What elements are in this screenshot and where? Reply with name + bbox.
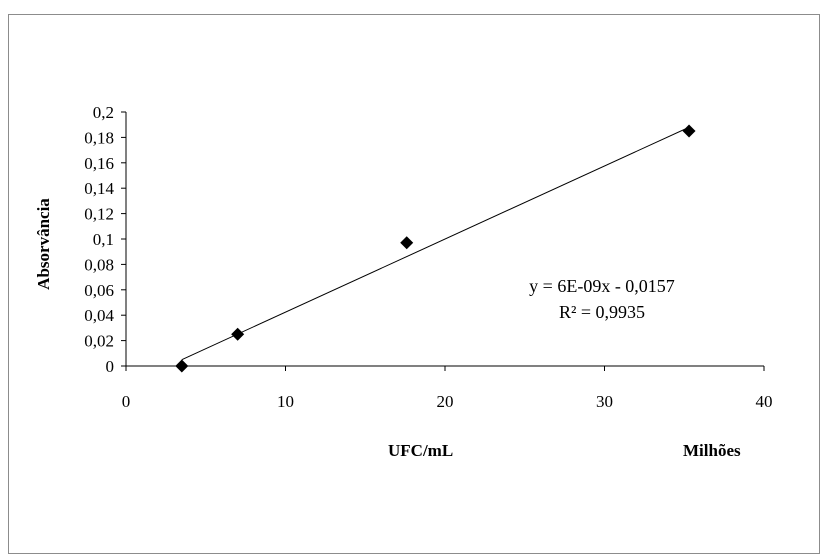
y-tick-label: 0,1 [93, 230, 114, 249]
y-tick-label: 0,12 [84, 205, 114, 224]
y-tick-label: 0,08 [84, 255, 114, 274]
data-point-diamond [400, 236, 414, 250]
x-tick-label: 0 [122, 392, 131, 411]
x-tick-label: 10 [277, 392, 294, 411]
data-point-diamond [682, 124, 696, 138]
y-tick-label: 0 [106, 357, 115, 376]
x-tick-label: 40 [756, 392, 773, 411]
data-points [175, 124, 696, 373]
y-tick-label: 0,18 [84, 128, 114, 147]
trendline-equation: y = 6E-09x - 0,0157 [529, 276, 675, 296]
trendline [181, 126, 690, 361]
x-ticks: 0 10 20 30 40 [122, 366, 773, 411]
chart-frame [8, 14, 820, 554]
y-tick-label: 0,16 [84, 154, 114, 173]
x-axis-label: UFC/mL [388, 441, 453, 460]
y-ticks: 0 0,02 0,04 0,06 0,08 0,1 0,12 0,14 0,16 0,18 0,2 [84, 103, 126, 376]
data-point-diamond [231, 327, 245, 341]
x-tick-label: 20 [437, 392, 454, 411]
y-tick-label: 0,06 [84, 281, 114, 300]
y-tick-label: 0,04 [84, 306, 114, 325]
x-axis-unit-label: Milhões [683, 441, 741, 460]
y-tick-label: 0,2 [93, 103, 114, 122]
y-tick-label: 0,02 [84, 332, 114, 351]
scatter-chart: 00,020,040,060,080,10,120,140,160,180,2 … [34, 103, 773, 460]
trendline-r-squared: R² = 0,9935 [559, 302, 645, 322]
data-point-diamond [175, 359, 189, 373]
y-axis-label: Absorvância [34, 198, 53, 290]
x-tick-label: 30 [596, 392, 613, 411]
y-tick-label: 0,14 [84, 179, 114, 198]
